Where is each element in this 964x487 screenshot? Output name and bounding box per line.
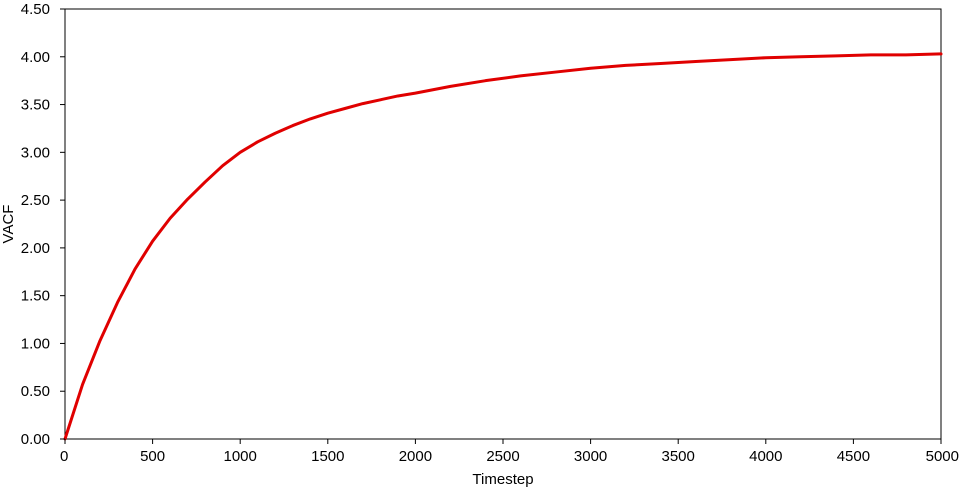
y-tick-label: 2.50: [21, 192, 50, 209]
y-tick-label: 4.00: [21, 49, 50, 66]
y-axis: 0.00 0.50 1.00 1.50 2.00 2.50 3.00 3.50 4.00 4.50: [21, 1, 65, 448]
y-tick-label: 2.00: [21, 240, 50, 257]
x-tick-label: 2000: [399, 448, 432, 465]
y-tick-label: 3.50: [21, 97, 50, 114]
plot-area: [64, 8, 942, 440]
y-tick-label: 3.00: [21, 144, 50, 161]
x-tick-label: 0: [60, 448, 68, 465]
x-tick-label: 1500: [311, 448, 344, 465]
series-line-0: [63, 52, 943, 441]
y-tick-label: 1.00: [21, 335, 50, 352]
y-tick-label: 0.00: [21, 431, 50, 448]
x-tick-label: 4500: [837, 448, 870, 465]
y-tick-label: 1.50: [21, 288, 50, 305]
x-axis: 0 500 1000 1500 2000 2500 3000 3500 4000 4500 5000: [60, 439, 959, 465]
series-layer: [63, 52, 943, 441]
x-axis-title: Timestep: [472, 471, 533, 487]
x-tick-label: 3500: [662, 448, 695, 465]
x-tick-label: 4000: [749, 448, 782, 465]
x-tick-label: 1000: [224, 448, 257, 465]
x-tick-label: 500: [140, 448, 165, 465]
x-tick-label: 2500: [486, 448, 519, 465]
y-tick-label: 4.50: [21, 1, 50, 18]
y-axis-title: VACF: [0, 205, 17, 244]
x-tick-label: 3000: [574, 448, 607, 465]
x-tick-label: 5000: [926, 448, 959, 465]
y-tick-label: 0.50: [21, 383, 50, 400]
